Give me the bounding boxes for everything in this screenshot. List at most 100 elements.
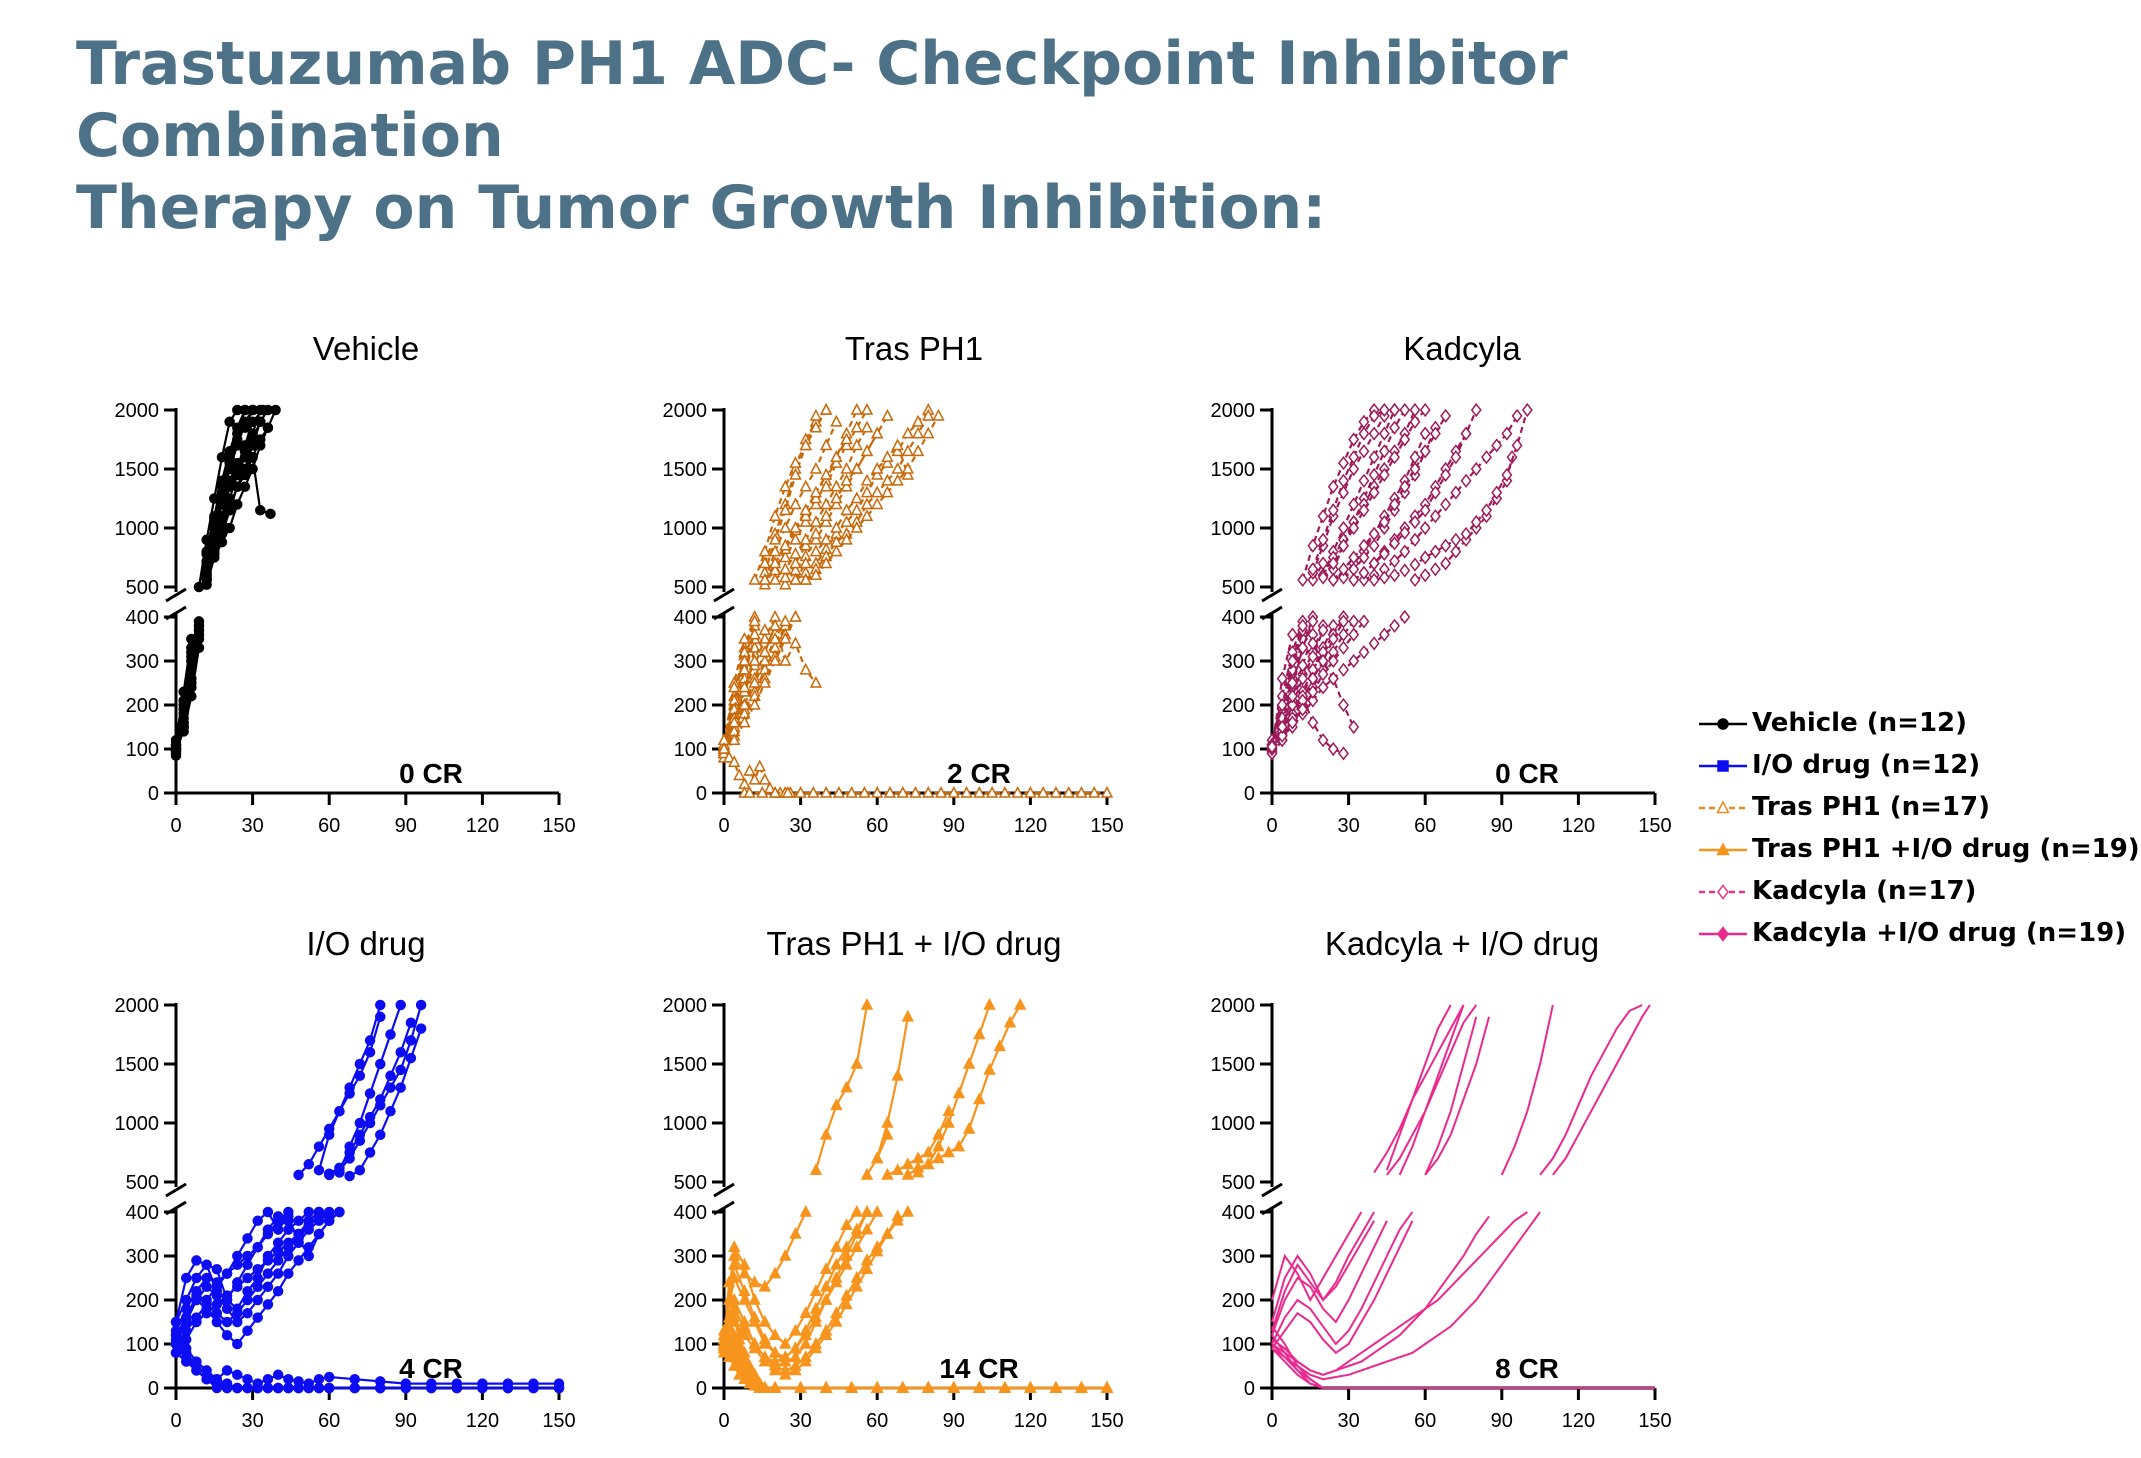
data-point	[830, 456, 843, 468]
data-point	[901, 426, 915, 439]
data-point	[1338, 520, 1349, 536]
data-point	[405, 1035, 417, 1046]
data-point	[1409, 450, 1421, 465]
data-point	[303, 1206, 315, 1218]
data-point	[1470, 515, 1482, 530]
data-point	[722, 750, 736, 763]
data-point	[809, 1163, 823, 1175]
data-point	[283, 1241, 294, 1253]
data-point	[1419, 550, 1431, 565]
data-point	[768, 785, 782, 798]
series-line	[1500, 1004, 1554, 1176]
data-point	[344, 1147, 355, 1158]
data-point	[262, 1206, 274, 1218]
data-point	[850, 1222, 863, 1235]
series-line	[1398, 1004, 1465, 1176]
data-point	[1338, 662, 1349, 677]
data-point	[743, 1358, 756, 1371]
data-point	[1511, 438, 1523, 453]
data-point	[830, 544, 843, 557]
data-point	[405, 1052, 417, 1064]
series-line	[1385, 1004, 1452, 1171]
x-tick-label: 60	[318, 1410, 340, 1432]
data-point	[840, 1080, 853, 1093]
data-point	[180, 1312, 192, 1323]
data-point	[858, 785, 871, 798]
data-point	[1399, 609, 1411, 625]
data-point	[789, 609, 802, 622]
data-point	[1481, 450, 1492, 465]
data-point	[809, 1341, 823, 1354]
data-point	[942, 1104, 955, 1116]
data-point	[1368, 467, 1380, 482]
series-line	[722, 638, 756, 748]
axis-break-mark	[713, 587, 735, 603]
x-tick-label: 0	[1266, 815, 1277, 837]
page-title-line-1: Trastuzumab PH1 ADC- Checkpoint Inhibito…	[76, 29, 1568, 171]
data-point	[947, 1380, 960, 1393]
y-tick-label: 300	[126, 1246, 159, 1268]
data-point	[293, 1169, 304, 1181]
data-point	[232, 428, 243, 439]
data-point	[758, 1380, 772, 1393]
data-point	[748, 1376, 761, 1389]
data-point	[748, 614, 761, 627]
chart-title: Tras PH1	[845, 330, 983, 367]
data-point	[242, 1307, 253, 1319]
data-point	[1327, 479, 1339, 494]
data-point	[998, 785, 1012, 798]
data-point	[733, 768, 746, 781]
data-point	[1297, 658, 1309, 673]
data-point	[799, 1306, 812, 1318]
data-point	[211, 1382, 223, 1394]
data-point	[232, 1307, 243, 1319]
data-point	[960, 785, 973, 798]
data-point	[385, 1105, 396, 1117]
data-point	[743, 1372, 756, 1384]
x-tick-label: 60	[1414, 1410, 1436, 1432]
y-tick-label: 0	[696, 1378, 707, 1400]
x-tick-label: 60	[1414, 815, 1436, 837]
series-line	[1332, 433, 1427, 581]
data-point	[789, 497, 802, 510]
y-tick-label: 100	[674, 1334, 707, 1356]
y-tick-label: 400	[674, 1202, 707, 1224]
data-point	[1297, 640, 1309, 655]
data-point	[881, 408, 894, 421]
data-point	[1501, 426, 1513, 441]
axis-break-mark	[165, 1182, 187, 1198]
series-line	[1271, 1220, 1414, 1355]
x-tick-label: 120	[466, 1410, 499, 1432]
data-point	[809, 485, 823, 498]
data-point	[1399, 402, 1411, 418]
axis-break-mark	[1261, 587, 1283, 603]
data-point	[733, 1354, 746, 1367]
data-point	[1317, 623, 1329, 638]
data-point	[1317, 570, 1329, 585]
x-tick-label: 60	[866, 1410, 888, 1432]
data-point	[283, 1373, 294, 1385]
data-point	[1409, 515, 1421, 530]
data-point	[952, 1086, 966, 1099]
data-point	[1049, 785, 1063, 798]
legend-marker	[1699, 800, 1747, 814]
data-point	[221, 1316, 233, 1328]
data-point	[779, 550, 792, 563]
data-point	[272, 1268, 284, 1279]
data-point	[1338, 473, 1349, 488]
data-point	[911, 426, 925, 439]
data-point	[789, 1341, 802, 1354]
data-point	[871, 485, 884, 498]
data-point	[1389, 497, 1401, 512]
data-point	[758, 1350, 772, 1362]
data-point	[973, 1380, 986, 1393]
data-point	[1307, 649, 1319, 664]
data-point	[871, 426, 884, 439]
data-point	[1276, 671, 1288, 686]
data-point	[728, 1257, 741, 1270]
data-point	[973, 1027, 986, 1040]
data-point	[809, 532, 823, 545]
data-point	[722, 1275, 736, 1288]
cr-annotation: 14 CR	[939, 1353, 1018, 1384]
data-point	[891, 438, 904, 451]
